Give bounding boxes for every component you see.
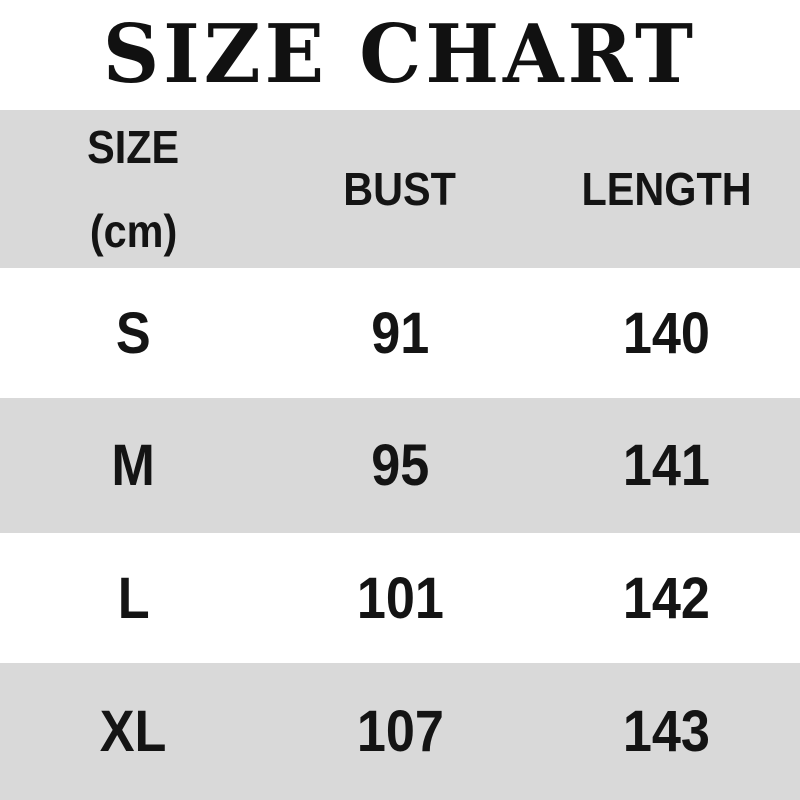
size-cell: M [0, 398, 267, 533]
table-header-row: SIZE (cm) BUST LENGTH [0, 110, 800, 268]
bust-cell: 107 [267, 663, 534, 800]
title-band: SIZE CHART [0, 0, 800, 110]
bust-cell: 91 [267, 268, 534, 398]
bust-value: 101 [356, 565, 444, 631]
header-length-label: LENGTH [581, 163, 752, 215]
length-cell: 143 [533, 663, 800, 800]
table-row: S 91 140 [0, 268, 800, 398]
length-value: 141 [623, 433, 711, 498]
header-bust-label: BUST [343, 163, 457, 215]
table-row: L 101 142 [0, 533, 800, 663]
length-cell: 141 [533, 398, 800, 533]
bust-value: 95 [370, 433, 430, 498]
bust-value: 107 [356, 699, 444, 764]
length-cell: 142 [533, 533, 800, 663]
table-row: M 95 141 [0, 398, 800, 533]
header-cell-size: SIZE (cm) [0, 110, 267, 268]
length-value: 140 [623, 300, 711, 366]
length-value: 142 [623, 565, 711, 631]
size-cell: L [0, 533, 267, 663]
header-size-unit: (cm) [89, 205, 178, 257]
length-cell: 140 [533, 268, 800, 398]
size-cell: S [0, 268, 267, 398]
size-cell: XL [0, 663, 267, 800]
header-size-label: SIZE [87, 121, 180, 173]
size-value: XL [99, 699, 167, 764]
bust-cell: 95 [267, 398, 534, 533]
size-value: M [111, 433, 156, 498]
size-chart-table: SIZE (cm) BUST LENGTH S 91 140 M 95 141 [0, 110, 800, 800]
size-value: S [115, 300, 151, 366]
header-cell-length: LENGTH [533, 110, 800, 268]
header-cell-bust: BUST [267, 110, 534, 268]
size-value: L [117, 565, 150, 631]
length-value: 143 [623, 699, 711, 764]
bust-cell: 101 [267, 533, 534, 663]
bust-value: 91 [370, 300, 430, 366]
table-row: XL 107 143 [0, 663, 800, 800]
page-title: SIZE CHART [102, 7, 698, 102]
